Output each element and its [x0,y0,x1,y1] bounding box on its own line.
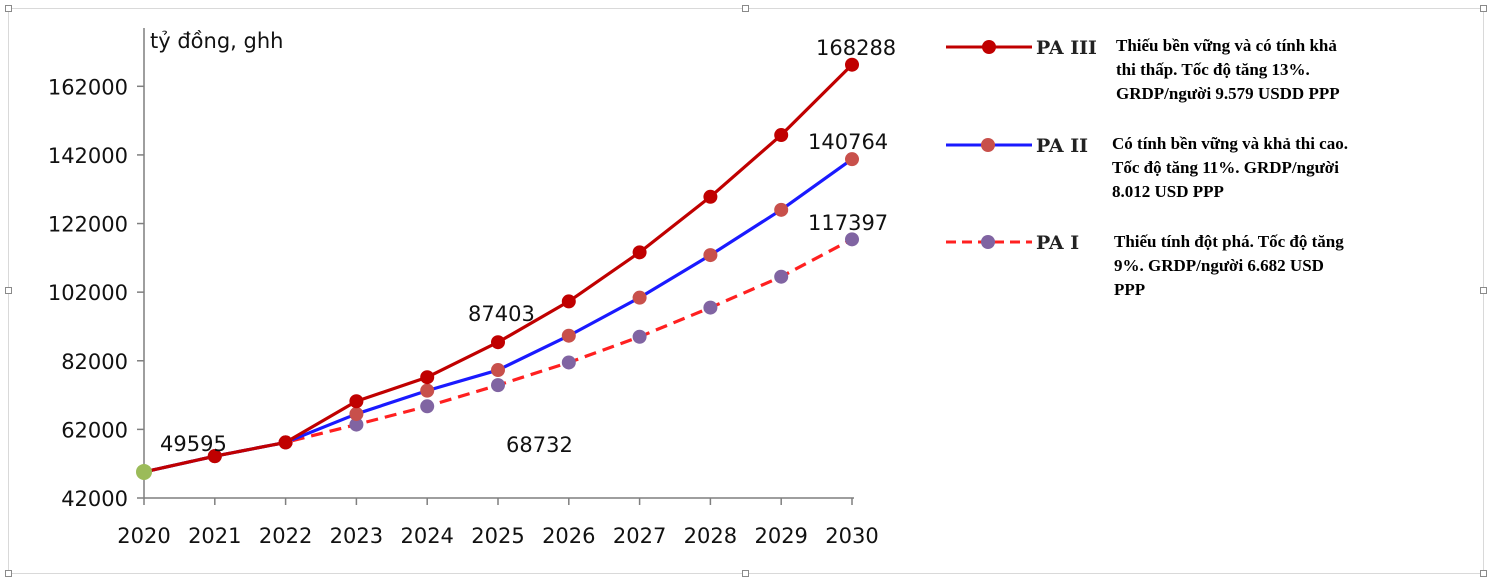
resize-handle-middle-right[interactable] [1480,287,1487,294]
resize-handle-bottom-center[interactable] [742,570,749,577]
legend-description-pa1: Thiếu tính đột phá. Tốc độ tăng 9%. GRDP… [1114,232,1344,299]
resize-handle-bottom-right[interactable] [1480,570,1487,577]
data-point-pa-iii [703,189,718,204]
y-tick-label: 42000 [61,487,128,511]
legend-marker-pa2 [981,138,995,152]
data-point-pa-iii [845,57,859,72]
x-tick-label: 2023 [330,524,383,548]
x-tick-label: 2029 [754,524,807,548]
data-label-pa3-2025: 87403 [468,302,535,326]
series-line-pa-iii [143,63,854,474]
x-tick-label: 2027 [613,524,666,548]
data-point-pa-ii [703,248,718,263]
data-point-pa-iii [420,370,435,385]
legend-description-pa3: Thiếu bền vững và có tính khả thi thấp. … [1116,36,1340,103]
data-label-pa1-2030: 117397 [808,211,888,235]
data-point-pa-i [349,417,364,432]
data-point-pa-iii [349,394,364,409]
resize-handle-top-center[interactable] [742,5,749,12]
resize-handle-bottom-left[interactable] [5,570,12,577]
data-point-pa-ii [349,406,364,421]
data-point-pa-i [561,355,576,370]
data-point-pa-i [420,399,435,414]
data-point-pa-ii [561,328,576,343]
resize-handle-middle-left[interactable] [5,287,12,294]
data-point-pa-ii [420,383,435,398]
y-tick-label: 62000 [61,418,128,442]
series-line-pa-i [143,237,853,474]
legend-name-pa2: PA II [1036,135,1088,157]
data-point-pa-iii [278,435,293,450]
y-tick-label: 102000 [48,281,128,305]
y-axis-unit-label: tỷ đồng, ghh [150,29,283,53]
x-tick-label: 2021 [188,524,241,548]
x-tick-label: 2026 [542,524,595,548]
x-tick-label: 2020 [117,524,170,548]
x-tick-label: 2028 [684,524,737,548]
data-point-pa-i [845,232,859,247]
resize-handle-top-left[interactable] [5,5,12,12]
data-point-pa-i [774,269,789,284]
y-tick-label: 162000 [48,75,128,99]
data-point-pa-iii [561,294,576,309]
x-tick-label: 2022 [259,524,312,548]
x-tick-label: 2030 [825,524,878,548]
data-point-pa-iii [774,128,789,143]
legend-description-pa2: Có tính bền vững và khả thi cao. Tốc độ … [1112,134,1348,201]
data-label-pa3-2030: 168288 [816,36,896,60]
legend-marker-pa3 [982,40,996,54]
resize-handle-top-right[interactable] [1480,5,1487,12]
data-point-pa-iii [632,245,647,260]
data-point-pa-i [632,329,647,344]
x-tick-label: 2025 [471,524,524,548]
data-point-pa-ii [774,202,789,217]
x-tick-label: 2024 [400,524,453,548]
data-label-pa2-2030: 140764 [808,130,888,154]
legend-name-pa3: PA III [1036,37,1097,59]
y-tick-label: 142000 [48,144,128,168]
data-point-pa-ii [845,152,859,167]
data-point-start-2020 [136,463,152,480]
legend-name-pa1: PA I [1036,232,1079,254]
data-label-pa1-2024: 68732 [506,433,573,457]
data-point-pa-ii [632,290,647,305]
data-point-pa-i [491,378,505,393]
data-point-pa-iii [207,449,222,464]
data-point-pa-iii [491,335,505,350]
y-tick-label: 82000 [61,350,128,374]
legend-marker-pa1 [981,235,995,249]
data-point-pa-i [703,300,718,315]
data-point-pa-ii [491,363,505,378]
y-tick-label: 122000 [48,213,128,237]
data-label-2020: 49595 [160,432,227,456]
